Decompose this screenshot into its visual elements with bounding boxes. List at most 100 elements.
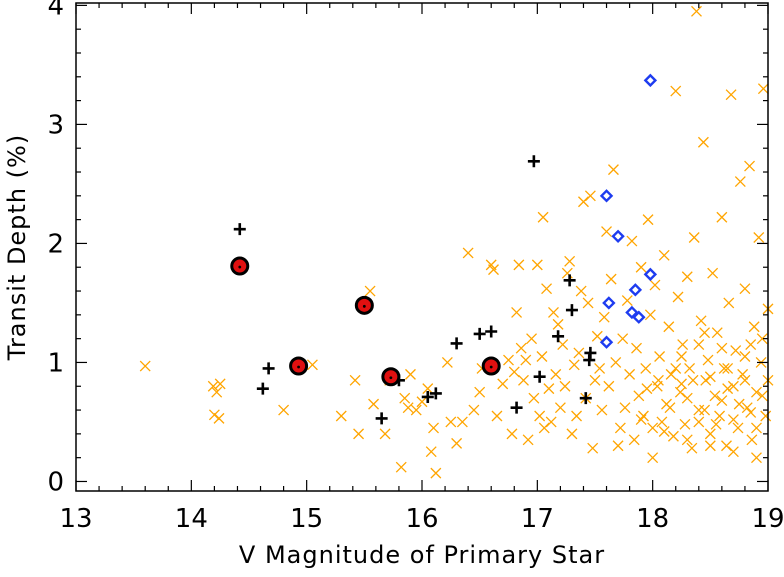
orange-x-point — [730, 345, 742, 357]
orange-x-point — [631, 342, 642, 354]
orange-x-point — [663, 321, 675, 333]
orange-x-point — [537, 211, 549, 223]
orange-x-point — [395, 461, 407, 473]
blue-diamond-point — [643, 267, 658, 282]
orange-x-point — [702, 354, 714, 366]
orange-x-point — [665, 368, 677, 380]
orange-x-point — [441, 356, 453, 368]
orange-x-point — [591, 330, 603, 342]
orange-x-point — [695, 315, 707, 327]
orange-x-point — [733, 398, 745, 410]
orange-x-point — [425, 446, 437, 458]
blue-diamond-point — [602, 296, 616, 310]
orange-x-point — [628, 434, 640, 446]
orange-x-point — [520, 354, 532, 366]
orange-x-point — [760, 410, 772, 422]
orange-x-point — [691, 5, 702, 17]
black-plus-point — [565, 304, 578, 317]
orange-x-point — [699, 327, 711, 339]
orange-x-point — [716, 395, 728, 407]
orange-x-point — [688, 232, 700, 243]
orange-x-point — [506, 428, 518, 440]
orange-x-point — [641, 383, 653, 395]
orange-x-point — [745, 406, 757, 418]
black-plus-point — [233, 223, 246, 236]
y-axis-label: Transit Depth (%) — [3, 134, 31, 361]
orange-x-point — [513, 259, 525, 271]
orange-x-point — [545, 416, 557, 428]
orange-x-point — [654, 351, 666, 362]
orange-x-point — [594, 362, 606, 374]
x-tick-label: 16 — [405, 504, 438, 534]
orange-x-point — [379, 428, 391, 440]
orange-x-point — [536, 351, 548, 362]
black-plus-point — [563, 274, 576, 287]
orange-x-point — [727, 414, 739, 426]
orange-x-point — [637, 410, 649, 422]
orange-x-point — [462, 247, 474, 259]
orange-x-point — [658, 249, 670, 261]
orange-x-point — [723, 297, 735, 309]
orange-x-point — [306, 359, 318, 371]
orange-x-point — [633, 390, 645, 402]
orange-x-point — [684, 362, 696, 374]
orange-x-point — [756, 390, 768, 402]
x-tick-label: 15 — [290, 504, 323, 534]
black-plus-point — [256, 382, 269, 395]
orange-x-point — [526, 333, 538, 345]
orange-x-point — [605, 273, 617, 285]
plot-frame — [75, 2, 769, 492]
orange-x-point — [614, 422, 626, 434]
x-tick-label: 13 — [59, 504, 92, 534]
orange-x-point — [748, 321, 760, 333]
red-circle-center — [489, 365, 493, 369]
orange-x-point — [584, 190, 596, 202]
tick-labels-layer: 13 14 15 16 17 18 19 0 1 2 3 4 — [47, 0, 784, 534]
orange-x-point — [416, 396, 428, 408]
orange-x-point — [568, 359, 580, 371]
orange-x-point — [573, 347, 585, 359]
black-plus-point — [262, 362, 275, 375]
orange-x-point — [335, 410, 347, 422]
orange-x-point — [699, 404, 711, 416]
orange-x-point — [213, 412, 225, 424]
orange-x-point — [211, 386, 223, 398]
orange-x-point — [430, 467, 442, 479]
red-circle-center — [238, 265, 242, 269]
orange-x-point — [734, 176, 746, 187]
points-layer — [139, 5, 774, 479]
orange-x-point — [548, 307, 559, 318]
orange-x-point — [617, 333, 629, 345]
orange-x-point — [670, 85, 682, 97]
orange-x-point — [704, 428, 716, 440]
orange-x-point — [139, 360, 151, 372]
orange-x-point — [405, 368, 416, 380]
orange-x-point — [727, 380, 739, 392]
blue-diamond-point — [643, 73, 658, 88]
orange-x-point — [707, 267, 719, 279]
orange-x-point — [531, 259, 543, 271]
orange-x-point — [647, 422, 659, 434]
orange-x-point — [676, 378, 687, 390]
orange-x-point — [278, 404, 290, 416]
orange-x-point — [541, 283, 553, 295]
orange-x-point — [725, 89, 737, 101]
orange-x-point — [721, 440, 732, 452]
orange-x-point — [686, 442, 698, 454]
orange-x-point — [718, 362, 730, 374]
black-plus-point — [375, 412, 388, 425]
orange-x-point — [564, 255, 576, 267]
x-tick-label: 19 — [751, 504, 784, 534]
black-plus-point — [510, 401, 523, 414]
orange-x-point — [704, 371, 716, 383]
orange-x-point — [515, 342, 527, 354]
orange-x-point — [647, 452, 659, 464]
orange-x-point — [757, 83, 769, 95]
y-tick-label: 2 — [47, 229, 64, 259]
orange-x-point — [697, 136, 709, 148]
orange-x-point — [753, 232, 765, 243]
orange-x-point — [700, 374, 712, 386]
orange-x-point — [402, 402, 414, 414]
orange-x-point — [566, 428, 578, 440]
